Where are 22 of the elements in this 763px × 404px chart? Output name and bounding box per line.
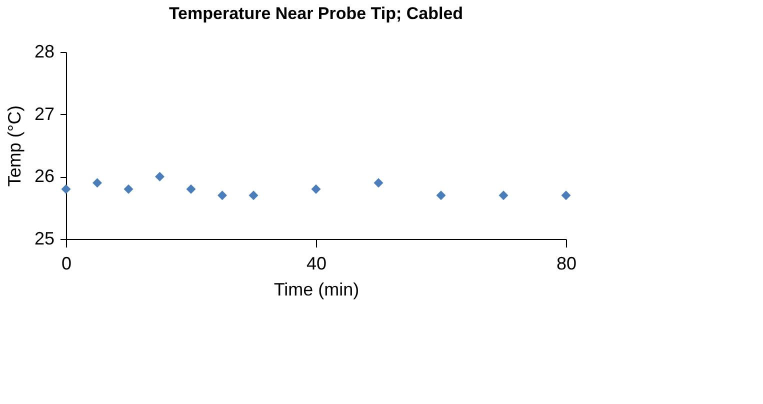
y-tick-label: 28 [34,42,54,62]
point [498,190,508,200]
y-tick-label: 25 [34,228,54,248]
point [61,184,71,194]
x-tick-label: 40 [306,254,327,274]
y-axis-title: Temp (°C) [4,105,24,187]
chart-title: Temperature Near Probe Tip; Cabled [168,4,464,23]
y-tick-label: 26 [34,166,54,186]
x-tick-label: 80 [556,254,577,274]
point [218,190,227,200]
point [561,190,571,200]
point [311,184,321,194]
x-axis-title: Time (min) [274,280,360,300]
point [124,184,134,194]
point [92,178,102,188]
point [155,172,164,182]
point [248,190,258,200]
y-tick-label: 27 [34,104,54,124]
point [186,184,196,194]
point [374,178,384,188]
x-tick-label: 0 [61,254,72,274]
point [436,190,446,200]
